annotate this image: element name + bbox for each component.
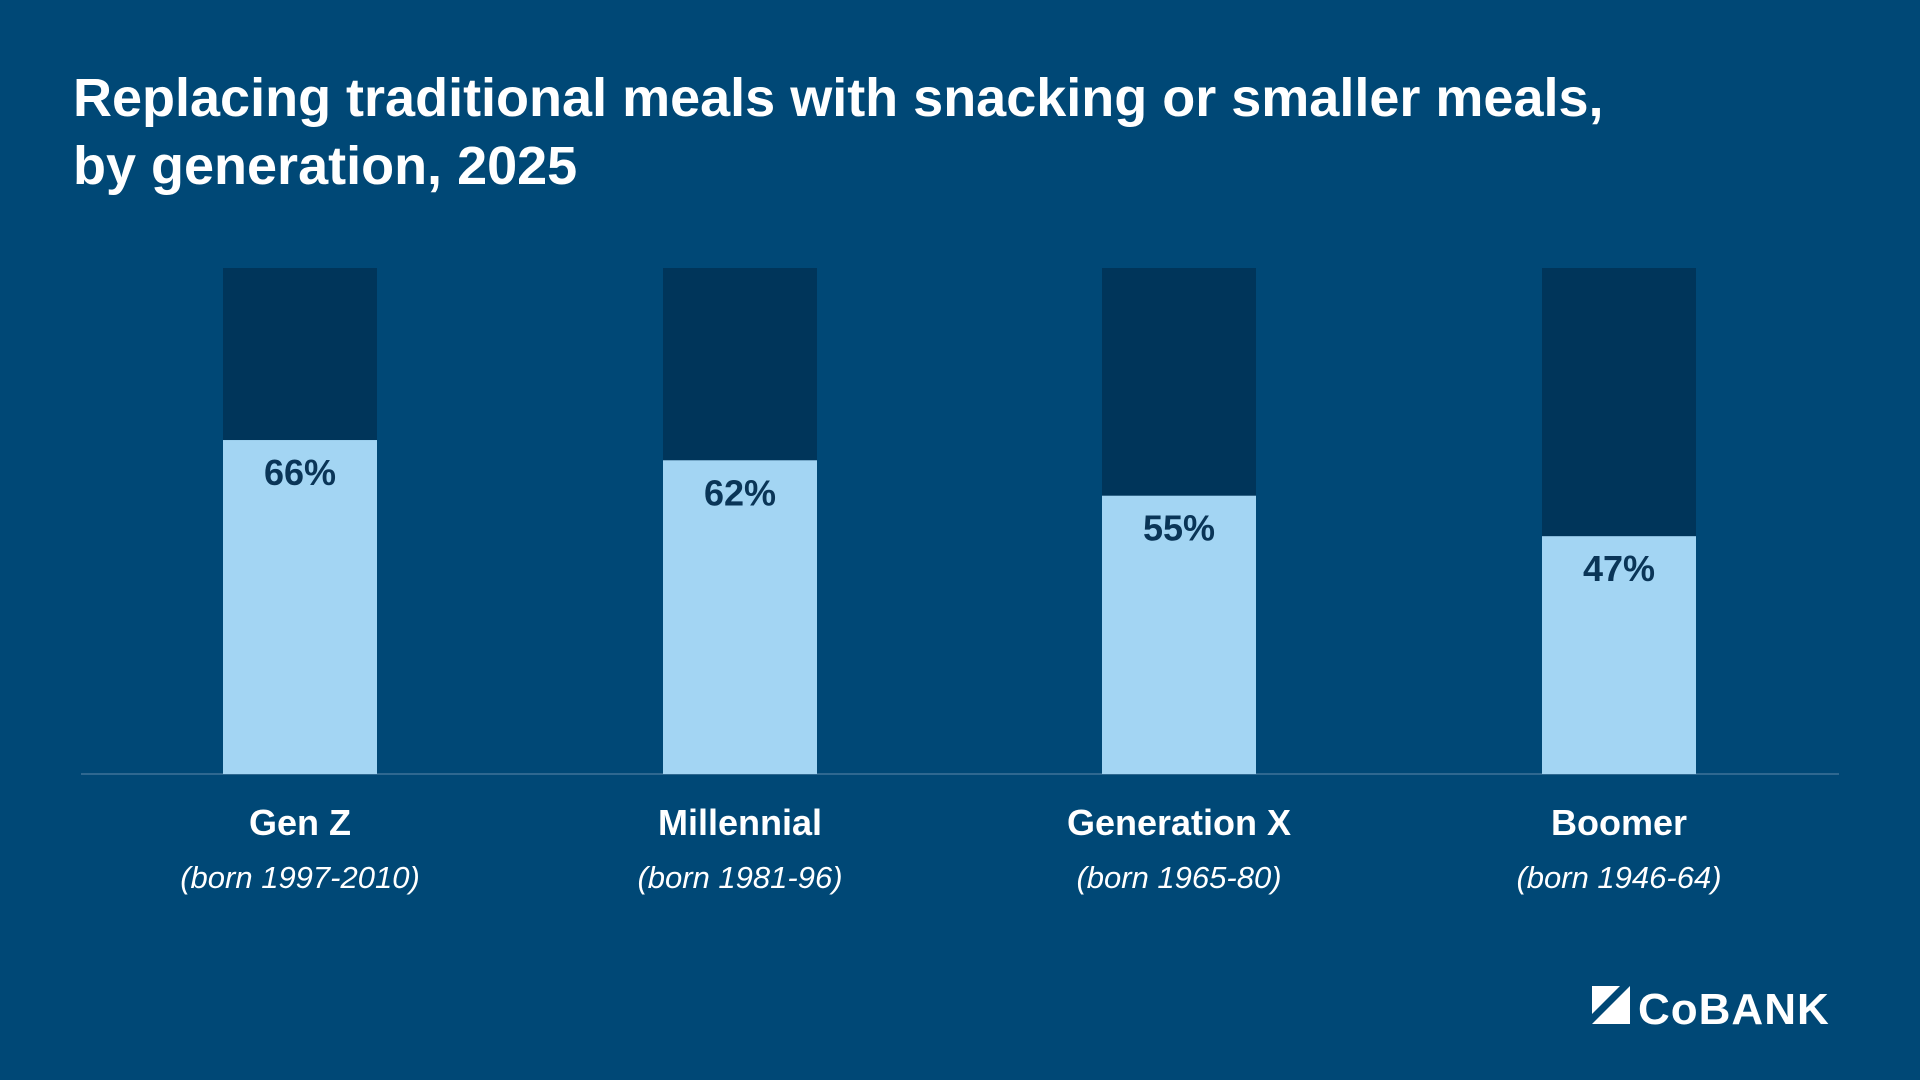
chart-title: Replacing traditional meals with snackin…	[73, 68, 1604, 128]
x-tick-label: Gen Z	[249, 802, 351, 843]
x-tick-note: (born 1965-80)	[1076, 860, 1281, 895]
chart-title: by generation, 2025	[73, 136, 577, 196]
bar	[663, 460, 817, 774]
logo-icon	[1592, 986, 1630, 1024]
value-label: 62%	[704, 472, 776, 513]
logo: CoBANK	[1592, 985, 1830, 1034]
value-label: 47%	[1583, 548, 1655, 589]
x-tick-label: Generation X	[1067, 802, 1291, 843]
logo-text: CoBANK	[1638, 985, 1830, 1034]
x-tick-label: Millennial	[658, 802, 822, 843]
bar	[1542, 536, 1696, 774]
bar	[223, 440, 377, 774]
x-tick-label: Boomer	[1551, 802, 1687, 843]
value-label: 55%	[1143, 508, 1215, 549]
x-tick-note: (born 1981-96)	[637, 860, 842, 895]
bar	[1102, 495, 1256, 774]
x-tick-note: (born 1946-64)	[1516, 860, 1721, 895]
x-tick-note: (born 1997-2010)	[180, 860, 420, 895]
value-label: 66%	[264, 452, 336, 493]
